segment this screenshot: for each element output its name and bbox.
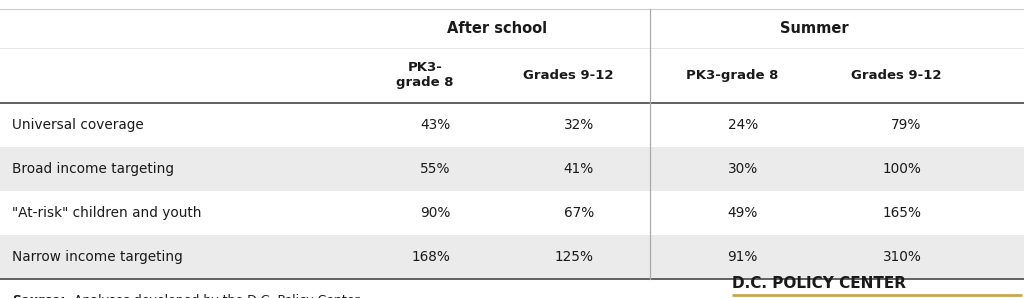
Text: 49%: 49% <box>727 206 758 220</box>
Bar <box>0 235 1024 279</box>
Text: 125%: 125% <box>555 250 594 264</box>
Text: Summer: Summer <box>779 21 849 36</box>
Text: "At-risk" children and youth: "At-risk" children and youth <box>12 206 202 220</box>
Text: 43%: 43% <box>420 118 451 132</box>
Bar <box>0 147 1024 191</box>
Text: 32%: 32% <box>563 118 594 132</box>
Text: Narrow income targeting: Narrow income targeting <box>12 250 183 264</box>
Text: Grades 9-12: Grades 9-12 <box>851 69 941 82</box>
Text: PK3-
grade 8: PK3- grade 8 <box>396 61 454 89</box>
Text: 90%: 90% <box>420 206 451 220</box>
Text: 67%: 67% <box>563 206 594 220</box>
Text: PK3-grade 8: PK3-grade 8 <box>686 69 778 82</box>
Text: Universal coverage: Universal coverage <box>12 118 144 132</box>
Text: 168%: 168% <box>412 250 451 264</box>
Text: 79%: 79% <box>891 118 922 132</box>
Text: Analyses developed by the D.C. Policy Center.: Analyses developed by the D.C. Policy Ce… <box>70 294 362 298</box>
Text: 91%: 91% <box>727 250 758 264</box>
Text: Source:: Source: <box>12 294 66 298</box>
Text: Grades 9-12: Grades 9-12 <box>523 69 613 82</box>
Text: 165%: 165% <box>883 206 922 220</box>
Text: 41%: 41% <box>563 162 594 176</box>
Text: After school: After school <box>446 21 547 36</box>
Text: 55%: 55% <box>420 162 451 176</box>
Text: 30%: 30% <box>727 162 758 176</box>
Text: D.C. POLICY CENTER: D.C. POLICY CENTER <box>732 276 906 291</box>
Text: 100%: 100% <box>883 162 922 176</box>
Text: 310%: 310% <box>883 250 922 264</box>
Text: Broad income targeting: Broad income targeting <box>12 162 174 176</box>
Text: 24%: 24% <box>727 118 758 132</box>
